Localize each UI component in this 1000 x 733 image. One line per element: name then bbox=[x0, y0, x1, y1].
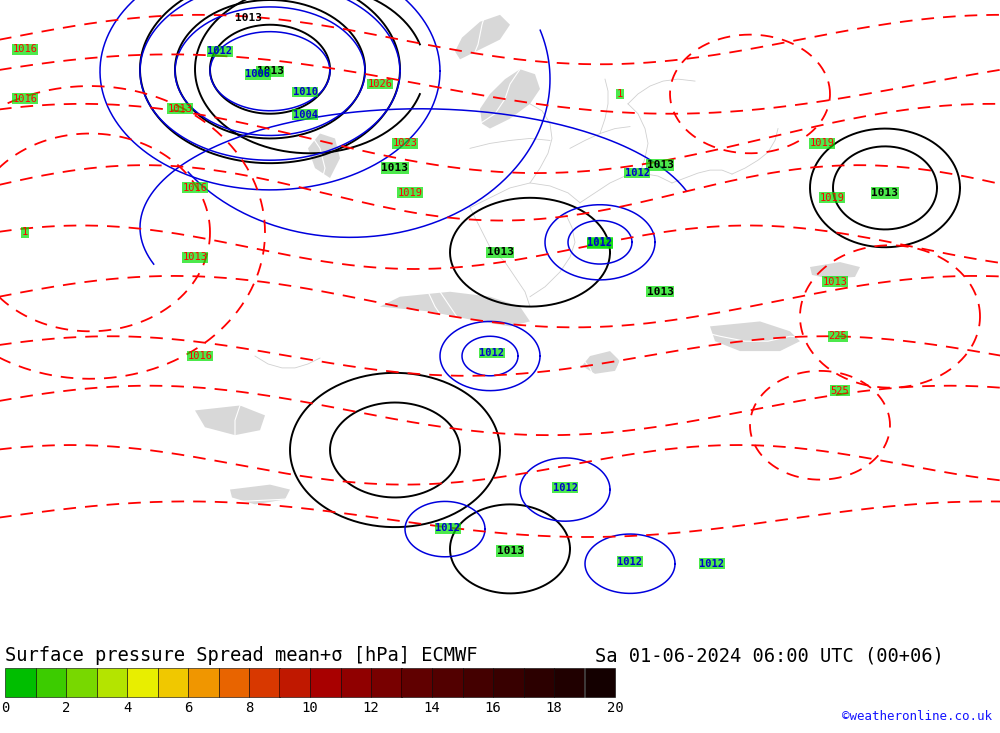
Bar bbox=[188, 668, 218, 697]
Text: 18: 18 bbox=[546, 701, 562, 715]
Text: ©weatheronline.co.uk: ©weatheronline.co.uk bbox=[842, 710, 992, 723]
Text: 1013: 1013 bbox=[168, 104, 192, 114]
Bar bbox=[371, 668, 402, 697]
Polygon shape bbox=[195, 405, 265, 435]
Text: 1012: 1012 bbox=[480, 348, 505, 358]
Text: 1023: 1023 bbox=[392, 139, 418, 148]
Text: 1013: 1013 bbox=[382, 163, 409, 173]
Text: 1013: 1013 bbox=[822, 277, 848, 287]
Text: 1013: 1013 bbox=[872, 188, 898, 198]
Text: 1019: 1019 bbox=[810, 139, 834, 148]
Text: 1012: 1012 bbox=[700, 559, 724, 569]
Text: 1012: 1012 bbox=[588, 238, 612, 248]
Bar bbox=[158, 668, 188, 697]
Polygon shape bbox=[230, 485, 290, 504]
Text: 8: 8 bbox=[245, 701, 253, 715]
Bar bbox=[432, 668, 462, 697]
Polygon shape bbox=[308, 133, 340, 178]
Text: 525: 525 bbox=[831, 386, 849, 396]
Bar bbox=[584, 668, 615, 697]
Text: 1013: 1013 bbox=[496, 546, 524, 556]
Text: 20: 20 bbox=[607, 701, 623, 715]
Bar bbox=[340, 668, 371, 697]
Text: 1012: 1012 bbox=[552, 482, 578, 493]
Bar bbox=[554, 668, 584, 697]
Polygon shape bbox=[455, 15, 510, 59]
Text: 1019: 1019 bbox=[398, 188, 422, 198]
Text: 4: 4 bbox=[123, 701, 131, 715]
Text: 6: 6 bbox=[184, 701, 192, 715]
Text: 1012: 1012 bbox=[436, 523, 460, 533]
Text: 1: 1 bbox=[22, 227, 28, 237]
Text: 1019: 1019 bbox=[820, 193, 844, 203]
Text: 1013: 1013 bbox=[236, 12, 262, 23]
Text: 1012: 1012 bbox=[624, 168, 650, 178]
Text: 2: 2 bbox=[62, 701, 70, 715]
Text: 1012: 1012 bbox=[208, 46, 232, 56]
Bar bbox=[401, 668, 432, 697]
Bar bbox=[5, 668, 36, 697]
Polygon shape bbox=[710, 321, 800, 351]
Text: 12: 12 bbox=[363, 701, 379, 715]
Text: 1004: 1004 bbox=[292, 110, 318, 119]
Bar bbox=[493, 668, 524, 697]
Bar bbox=[127, 668, 158, 697]
Polygon shape bbox=[810, 262, 860, 279]
Text: 1016: 1016 bbox=[188, 351, 212, 361]
Bar bbox=[218, 668, 249, 697]
Polygon shape bbox=[380, 292, 530, 326]
Bar bbox=[524, 668, 554, 697]
Text: 1016: 1016 bbox=[12, 45, 38, 54]
Text: 10: 10 bbox=[302, 701, 318, 715]
Text: 1013: 1013 bbox=[486, 247, 514, 257]
Bar bbox=[279, 668, 310, 697]
Text: 225: 225 bbox=[829, 331, 847, 342]
Text: 1016: 1016 bbox=[182, 183, 208, 193]
Bar bbox=[66, 668, 96, 697]
Text: 1013: 1013 bbox=[646, 161, 674, 170]
Text: 1012: 1012 bbox=[618, 557, 642, 567]
Text: 1012: 1012 bbox=[588, 237, 612, 247]
Text: 16: 16 bbox=[485, 701, 501, 715]
Text: 1: 1 bbox=[617, 89, 623, 99]
Polygon shape bbox=[582, 351, 620, 374]
Text: 14: 14 bbox=[424, 701, 440, 715]
Bar bbox=[462, 668, 493, 697]
Bar bbox=[310, 668, 340, 697]
Text: 1010: 1010 bbox=[292, 87, 318, 97]
Bar bbox=[96, 668, 127, 697]
Text: 1026: 1026 bbox=[368, 79, 392, 89]
Polygon shape bbox=[480, 69, 540, 128]
Text: 1013: 1013 bbox=[646, 287, 674, 297]
Text: 0: 0 bbox=[1, 701, 9, 715]
Bar bbox=[36, 668, 66, 697]
Text: Sa 01-06-2024 06:00 UTC (00+06): Sa 01-06-2024 06:00 UTC (00+06) bbox=[595, 647, 944, 666]
Text: Surface pressure Spread mean+σ [hPa] ECMWF: Surface pressure Spread mean+σ [hPa] ECM… bbox=[5, 647, 478, 666]
Text: 1016: 1016 bbox=[12, 94, 38, 104]
Text: 1006: 1006 bbox=[246, 69, 270, 79]
Bar bbox=[249, 668, 280, 697]
Text: 1013: 1013 bbox=[182, 252, 208, 262]
Text: 1013: 1013 bbox=[256, 66, 284, 76]
